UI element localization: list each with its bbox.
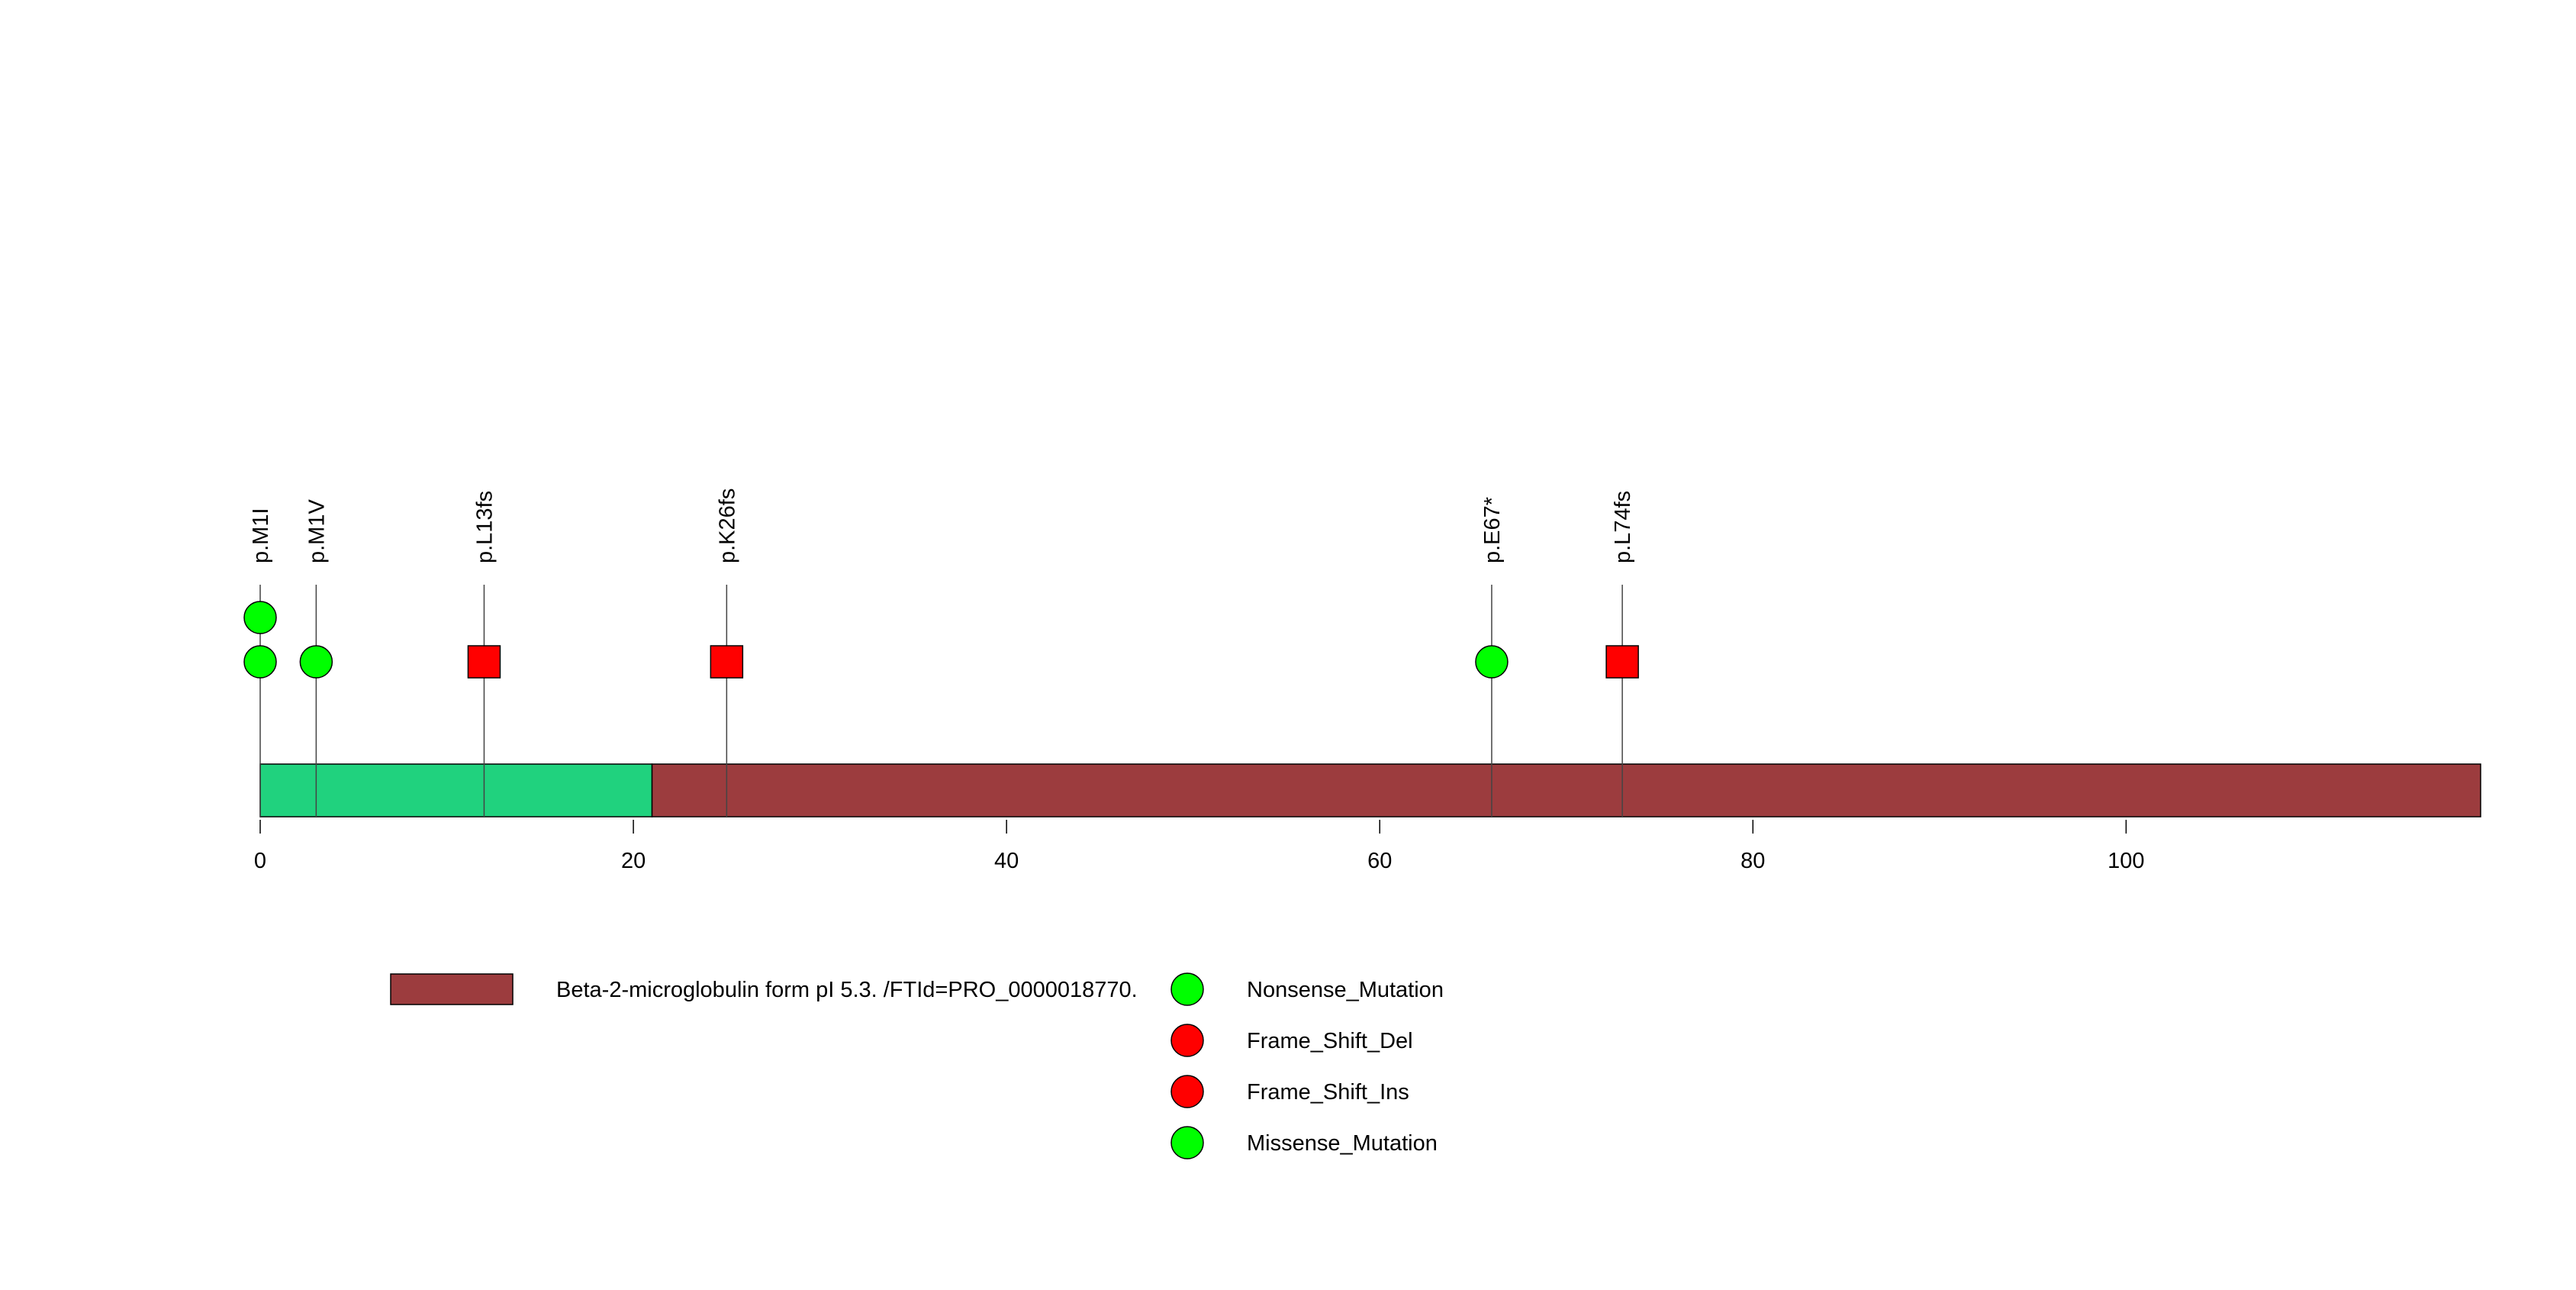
marker-p-l74fs-frame-shift-del bbox=[1605, 645, 1639, 679]
legend-domains: Beta-2-microglobulin form pI 5.3. /FTId=… bbox=[390, 973, 1138, 1005]
x-tick-label-100: 100 bbox=[2107, 849, 2144, 873]
mutation-label-p-m1i: p.M1I bbox=[249, 508, 273, 563]
x-tick-label-80: 80 bbox=[1740, 849, 1765, 873]
mutation-label-p-e67: p.E67* bbox=[1480, 497, 1505, 563]
legend-label-frame-shift-del: Frame_Shift_Del bbox=[1247, 1029, 1413, 1053]
mutation-label-p-l74fs: p.L74fs bbox=[1611, 491, 1635, 563]
legend-marker-nonsense-mutation bbox=[1170, 972, 1204, 1006]
legend-label-missense-mutation: Missense_Mutation bbox=[1247, 1131, 1438, 1156]
marker-p-m1i-missense-mutation bbox=[243, 601, 277, 634]
mutation-labels: p.M1I p.M1V p.L13fs p.K26fs p.E67* p.L74fs bbox=[249, 489, 1635, 563]
marker-p-l13fs-frame-shift-del bbox=[467, 645, 501, 679]
legend-label-frame-shift-ins: Frame_Shift_Ins bbox=[1247, 1080, 1409, 1105]
legend-marker-frame-shift-del bbox=[1170, 1024, 1204, 1057]
legend-label-nonsense-mutation: Nonsense_Mutation bbox=[1247, 978, 1444, 1002]
domain-beta-2-microglobulin-form-pi-5-3-ftid-pro-0000018770 bbox=[651, 763, 2481, 818]
x-tick-label-60: 60 bbox=[1367, 849, 1392, 873]
mutation-stems bbox=[259, 585, 1623, 817]
legend: Beta-2-microglobulin form pI 5.3. /FTId=… bbox=[390, 972, 1444, 1159]
legend-marker-frame-shift-ins bbox=[1170, 1075, 1204, 1108]
mutation-label-p-l13fs: p.L13fs bbox=[472, 491, 497, 563]
x-tick-label-0: 0 bbox=[254, 849, 266, 873]
x-tick-label-40: 40 bbox=[994, 849, 1019, 873]
marker-p-k26fs-frame-shift-del bbox=[710, 645, 744, 679]
legend-mutation-types: Nonsense_Mutation Frame_Shift_Del Frame_Sh… bbox=[1170, 972, 1444, 1159]
marker-p-m1i-nonsense-mutation bbox=[243, 645, 277, 679]
marker-p-e67-nonsense-mutation bbox=[1475, 645, 1509, 679]
legend-domain-label-beta-2-microglobulin-form-pi-5-3-ftid-pro-0000018770: Beta-2-microglobulin form pI 5.3. /FTId=… bbox=[556, 978, 1138, 1002]
legend-marker-missense-mutation bbox=[1170, 1126, 1204, 1159]
marker-p-m1v-missense-mutation bbox=[299, 645, 333, 679]
protein-domains bbox=[259, 763, 2481, 818]
domain-signal-peptide bbox=[259, 763, 653, 818]
mutation-label-p-k26fs: p.K26fs bbox=[715, 489, 739, 563]
mutation-label-p-m1v: p.M1V bbox=[304, 499, 329, 563]
x-axis: 0 20 40 60 80 100 bbox=[254, 820, 2145, 873]
mutation-markers bbox=[243, 601, 1639, 679]
legend-domain-swatch-beta-2-microglobulin-form-pi-5-3-ftid-pro-0000018770 bbox=[390, 973, 514, 1005]
x-tick-label-20: 20 bbox=[621, 849, 646, 873]
